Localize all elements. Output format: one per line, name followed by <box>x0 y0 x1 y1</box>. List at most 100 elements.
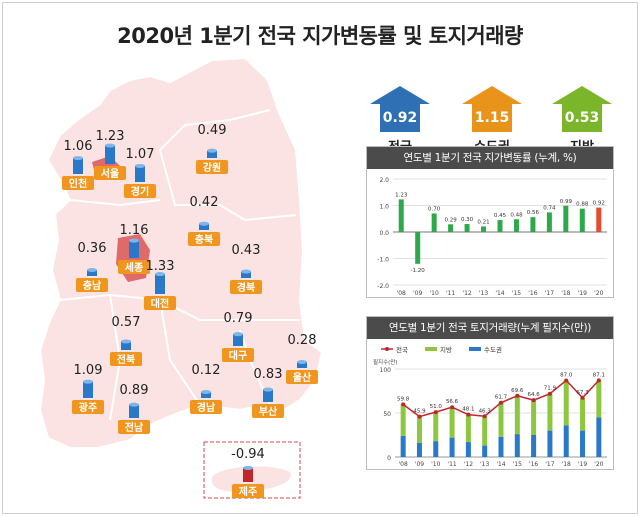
bar-local <box>580 398 586 431</box>
region-bar <box>129 240 139 258</box>
bar <box>431 213 437 232</box>
region-bar-top <box>241 269 251 274</box>
bar-local <box>547 393 553 431</box>
y-tick-label: 50 <box>383 411 391 418</box>
data-label: 0.88 <box>576 202 589 208</box>
summary-national: 0.92 전국 <box>366 84 434 155</box>
bar <box>497 220 503 232</box>
region-bar <box>233 334 243 346</box>
region-name: 경북 <box>237 281 255 294</box>
region-bar-top <box>297 360 307 364</box>
total-point <box>401 402 406 407</box>
bar-local <box>563 380 569 426</box>
land-price-chart: 2.0 1.0 0.0 -1.0 -2.0 1.23 '08 -1.20 '09 0.70 '10 0… <box>377 177 607 297</box>
bar-capital <box>531 435 537 457</box>
bar-capital <box>498 436 504 457</box>
korea-map: 1.06 인천 1.23 서울 1.07 경기 0.49 강원 1.16 세종 0.42 충북 0.36… <box>38 56 324 499</box>
x-tick-label: '10 <box>431 461 440 468</box>
bar-capital <box>465 442 471 457</box>
region-label-bg <box>124 184 156 198</box>
x-tick-label: '11 <box>446 290 455 297</box>
data-label: 46.3 <box>479 408 492 414</box>
x-tick-label: '15 <box>513 461 522 468</box>
bar <box>398 199 404 232</box>
legend-label: 수도권 <box>484 346 502 354</box>
bar <box>464 224 470 232</box>
x-tick-label: '14 <box>496 461 505 468</box>
region-name: 경기 <box>131 185 149 198</box>
region-bar-top <box>233 332 243 337</box>
x-tick-label: '10 <box>430 290 439 297</box>
region-value: 0.12 <box>192 363 221 378</box>
region-value: 1.16 <box>120 223 149 238</box>
region-bar-top <box>263 387 273 392</box>
total-point <box>564 378 569 383</box>
page-title: 2020년 1분기 전국 지가변동률 및 토지거래량 <box>117 24 523 48</box>
region-value: 0.49 <box>198 123 227 138</box>
bar-local <box>531 399 537 435</box>
bar-capital <box>449 437 455 457</box>
x-tick-label: '18 <box>562 461 571 468</box>
region-bar-top <box>243 465 253 470</box>
region-bar <box>155 274 165 294</box>
arrow-up-icon: 0.53 <box>552 86 612 132</box>
region-bar-top <box>87 268 97 272</box>
region-value: -0.94 <box>231 447 265 462</box>
region-bar <box>207 150 217 158</box>
region-label-bg <box>232 484 264 498</box>
arrow-up-icon: 1.15 <box>462 86 522 132</box>
region-label-bg <box>72 400 104 414</box>
x-tick-label: '11 <box>447 461 456 468</box>
x-tick-label: '20 <box>594 461 603 468</box>
bar <box>546 212 552 232</box>
bar-capital <box>547 430 553 457</box>
region-name: 울산 <box>293 371 312 384</box>
region-value: 1.06 <box>64 139 93 154</box>
bar-capital <box>416 442 422 457</box>
total-point <box>482 414 487 419</box>
data-label: 59.8 <box>397 396 410 402</box>
region-label-bg <box>118 260 150 274</box>
summary-local: 0.53 지방 <box>548 84 616 155</box>
data-label: 64.6 <box>527 392 540 398</box>
summary-national-value: 0.92 <box>383 110 418 126</box>
region-bar <box>121 341 131 350</box>
x-tick-label: '17 <box>545 461 554 468</box>
region-bar-top <box>105 143 115 148</box>
region-label-bg <box>286 370 318 384</box>
bar <box>481 226 487 232</box>
region-bar <box>83 381 93 398</box>
legend-label: 지방 <box>440 345 452 354</box>
total-point <box>596 378 601 383</box>
total-point <box>515 393 520 398</box>
data-label: 51.0 <box>430 404 443 410</box>
x-tick-label: '13 <box>480 461 489 468</box>
region-bar-top <box>121 339 131 344</box>
region-bar-top <box>129 238 139 243</box>
region-name: 강원 <box>203 161 221 174</box>
region-value: 0.83 <box>254 367 283 382</box>
data-label: 56.6 <box>446 399 459 405</box>
total-point <box>531 398 536 403</box>
region-value: 0.89 <box>120 383 149 398</box>
data-label: 0.56 <box>527 210 540 216</box>
legend-swatch <box>469 347 481 351</box>
region-bar <box>135 165 145 182</box>
region-label-bg <box>62 176 94 190</box>
land-price-chart-panel: 연도별 1분기 전국 지가변동률 (누계, %) 2.0 1.0 0.0 -1.0 -2… <box>366 146 614 298</box>
x-tick-label: '08 <box>399 461 408 468</box>
x-tick-label: '13 <box>479 290 488 297</box>
x-tick-label: '18 <box>561 290 570 297</box>
data-label: 0.30 <box>461 217 474 223</box>
region-name: 대전 <box>151 297 169 310</box>
region-value: 1.23 <box>96 129 125 144</box>
summary-local-value: 0.53 <box>565 110 600 126</box>
region-bar-top <box>73 156 83 161</box>
data-label: 0.29 <box>444 217 457 223</box>
y-axis-label: 필지수(만) <box>373 358 398 366</box>
y-tick-label: 1.0 <box>379 204 389 211</box>
region-bar-top <box>83 379 93 384</box>
x-tick-label: '19 <box>578 461 587 468</box>
bar <box>513 219 519 232</box>
x-tick-label: '20 <box>594 290 603 297</box>
